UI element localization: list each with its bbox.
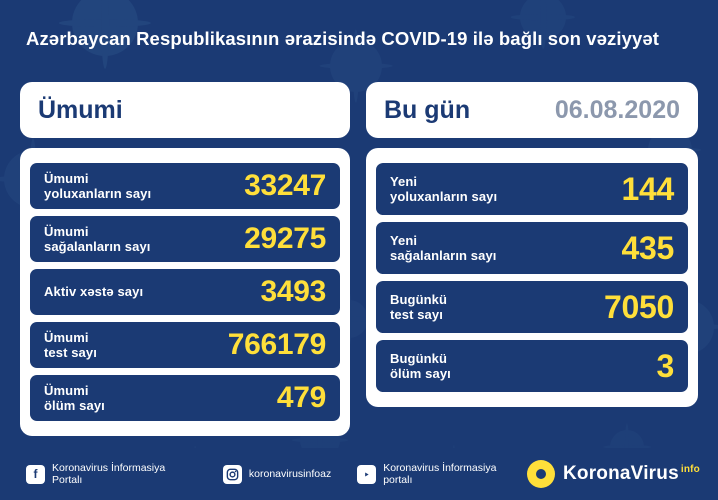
row-label-line1: Ümumi (44, 171, 89, 186)
table-row: Ümumi sağalanların sayı 29275 (30, 216, 340, 262)
row-label: Bugünkü ölüm sayı (390, 351, 451, 381)
virus-decoration-icon (72, 0, 138, 56)
today-statistics-card: Yeni yoluxanların sayı 144 Yeni sağalanl… (366, 148, 698, 407)
row-value: 144 (621, 171, 675, 207)
row-label: Aktiv xəstə sayı (44, 282, 143, 302)
report-date: 06.08.2020 (554, 95, 680, 124)
instagram-icon (222, 464, 242, 484)
youtube-icon (357, 464, 377, 484)
row-label-line1: Bugünkü (390, 292, 448, 307)
row-label: Yeni yoluxanların sayı (390, 174, 497, 204)
brand-suffix-text: info (680, 463, 700, 475)
row-label: Ümumi sağalanların sayı (44, 224, 150, 254)
table-row: Ümumi yoluxanların sayı 33247 (30, 163, 340, 209)
table-row: Ümumi test sayı 766179 (30, 322, 340, 368)
social-facebook-label: Koronavirus İnformasiya Portalı (52, 462, 166, 486)
brand-name: KoronaVirus info (563, 463, 700, 485)
row-label-line2: ölüm sayı (44, 398, 105, 413)
today-statistics-panel: Bu gün 06.08.2020 Yeni yoluxanların sayı… (366, 82, 698, 407)
today-panel-heading: Bu gün (384, 95, 471, 124)
row-value: 766179 (227, 328, 327, 361)
row-label-line1: Yeni (390, 233, 418, 248)
table-row: Bugünkü test sayı 7050 (376, 281, 688, 333)
social-instagram-label: koronavirusinfoaz (248, 468, 332, 480)
row-value: 33247 (244, 169, 326, 202)
page-title: Azərbaycan Respublikasının ərazisində CO… (26, 28, 660, 49)
row-value: 479 (276, 381, 326, 414)
table-row: Bugünkü ölüm sayı 3 (376, 340, 688, 392)
row-label-line1: Ümumi (44, 330, 89, 345)
table-row: Yeni sağalanların sayı 435 (376, 222, 688, 274)
social-youtube[interactable]: Koronavirus İnformasiya portalı (357, 462, 527, 486)
row-label: Ümumi yoluxanların sayı (44, 171, 151, 201)
row-label: Bugünkü test sayı (390, 292, 447, 322)
social-facebook[interactable]: f Koronavirus İnformasiya Portalı (26, 462, 197, 486)
table-row: Ümumi ölüm sayı 479 (30, 375, 340, 421)
brand-logo[interactable]: KoronaVirus info (526, 460, 700, 488)
row-label: Yeni sağalanların sayı (390, 233, 496, 263)
row-value: 435 (621, 230, 675, 266)
row-label-line2: test sayı (44, 345, 97, 360)
koronavirus-logo-icon (526, 460, 555, 488)
row-label-line1: Aktiv xəstə sayı (44, 284, 144, 299)
social-youtube-label: Koronavirus İnformasiya portalı (383, 462, 497, 486)
row-label-line2: sağalanların sayı (390, 248, 497, 263)
total-statistics-panel: Ümumi Ümumi yoluxanların sayı 33247 Ümum… (20, 82, 350, 436)
total-panel-heading: Ümumi (38, 95, 123, 124)
virus-decoration-icon (520, 0, 566, 40)
row-label-line2: test sayı (390, 307, 443, 322)
table-row: Yeni yoluxanların sayı 144 (376, 163, 688, 215)
row-label-line1: Bugünkü (390, 351, 448, 366)
row-label: Ümumi test sayı (44, 330, 97, 360)
total-statistics-card: Ümumi yoluxanların sayı 33247 Ümumi sağa… (20, 148, 350, 436)
row-value: 3493 (260, 275, 326, 308)
row-label-line1: Ümumi (44, 224, 89, 239)
footer-bar: f Koronavirus İnformasiya Portalı korona… (0, 448, 718, 500)
total-panel-header: Ümumi (20, 82, 350, 138)
brand-name-text: KoronaVirus (562, 463, 679, 484)
row-label-line1: Ümumi (44, 383, 89, 398)
table-row: Aktiv xəstə sayı 3493 (30, 269, 340, 315)
row-value: 3 (656, 348, 675, 384)
facebook-icon: f (26, 464, 45, 484)
row-value: 7050 (604, 289, 674, 325)
today-panel-header: Bu gün 06.08.2020 (366, 82, 698, 138)
row-label-line2: yoluxanların sayı (44, 186, 152, 201)
row-value: 29275 (244, 222, 326, 255)
social-instagram[interactable]: koronavirusinfoaz (222, 464, 332, 484)
row-label: Ümumi ölüm sayı (44, 383, 105, 413)
row-label-line2: yoluxanların sayı (390, 189, 498, 204)
row-label-line2: ölüm sayı (390, 366, 451, 381)
row-label-line1: Yeni (390, 174, 418, 189)
row-label-line2: sağalanların sayı (44, 239, 151, 254)
